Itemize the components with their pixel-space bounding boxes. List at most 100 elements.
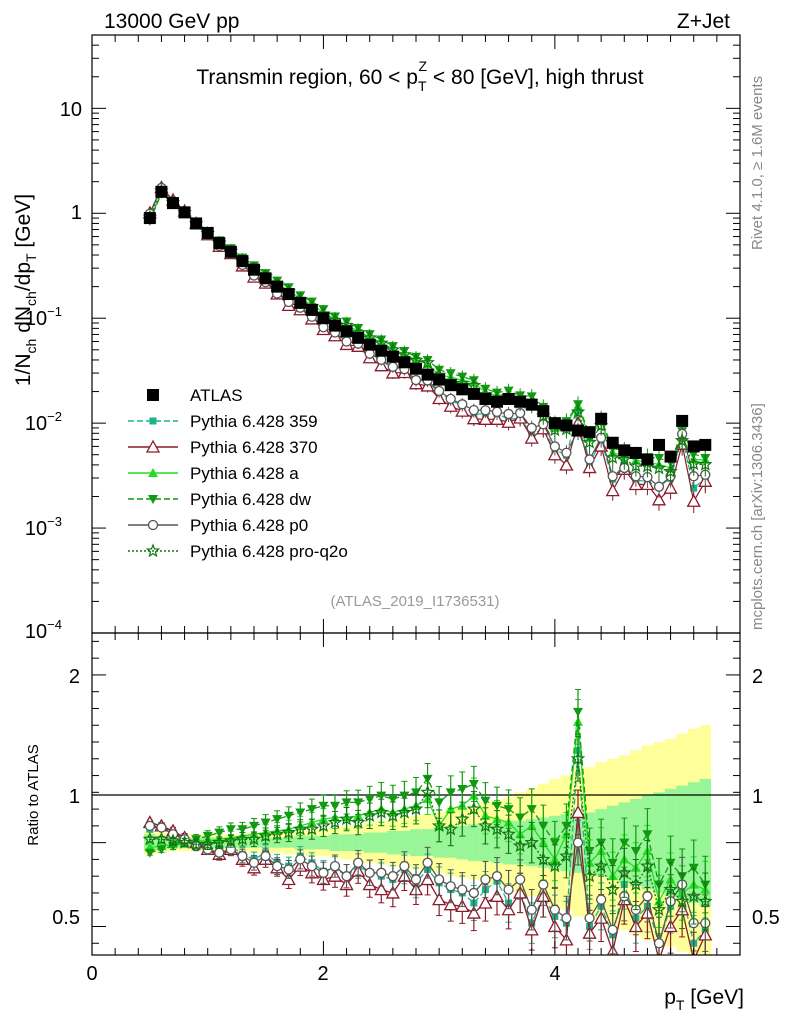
main-point-p0: [387, 361, 399, 372]
inner-band-segment: [421, 829, 434, 857]
main-point-proq2o: [698, 456, 713, 471]
ratio-point-proq2o: [605, 881, 620, 896]
ratio-point-proq2o: [408, 801, 424, 816]
ratio-point-proq2o: [374, 804, 389, 819]
ratio-point-dw: [318, 801, 329, 811]
atlas-point: [514, 395, 527, 408]
inner-band-segment: [676, 785, 688, 900]
process-label: Z+Jet: [677, 10, 730, 33]
ratio-point-p0: [572, 837, 584, 848]
ratio-point-p0: [260, 850, 271, 862]
ratio-tick-2-left: 2: [69, 666, 80, 688]
atlas-point: [340, 325, 353, 338]
atlas-point: [248, 263, 260, 276]
ratio-point-proq2o: [489, 821, 505, 836]
atlas-point: [329, 319, 341, 332]
y-tick-label-1e-3: 10−3: [25, 514, 62, 540]
main-point-proq2o: [674, 432, 690, 447]
atlas-point: [410, 362, 422, 375]
inner-band-segment: [363, 832, 376, 853]
ratio-point-p0: [595, 894, 607, 905]
legend-label: Pythia 6.428 dw: [190, 490, 312, 509]
ratio-point-proq2o: [269, 826, 285, 841]
ratio-point-dw: [364, 795, 375, 805]
ratio-point-proq2o: [455, 811, 470, 826]
ratio-point-dw: [480, 796, 491, 806]
ratio-tick-1-right: 1: [752, 786, 763, 808]
ratio-point-s370: [281, 872, 296, 886]
legend-entry-p0: Pythia 6.428 p0: [128, 516, 308, 535]
inner-band-segment: [456, 825, 469, 860]
ratio-point-p0: [561, 912, 572, 924]
legend-marker: [145, 439, 161, 453]
ratio-series-proq2o: [142, 735, 713, 937]
legend-label: Pythia 6.428 pro-q2o: [190, 542, 348, 561]
atlas-point: [641, 453, 654, 466]
ratio-point-p0: [387, 871, 399, 882]
ratio-point-proq2o: [154, 831, 169, 846]
legend: ATLAS Pythia 6.428 359 Pythia 6.428 370 Pyt…: [128, 386, 348, 561]
legend-marker: [147, 519, 159, 531]
ratio-point-s370: [692, 952, 695, 955]
ratio-point-p0: [422, 857, 433, 868]
ratio-y-axis-label: Ratio to ATLAS: [25, 744, 42, 845]
main-point-p0: [561, 447, 572, 458]
atlas-point: [433, 373, 446, 386]
atlas-point: [676, 414, 689, 427]
atlas-point: [398, 356, 411, 369]
ratio-point-dw: [619, 838, 630, 848]
ratio-point-s370: [420, 872, 435, 886]
ratio-point-s370: [489, 888, 505, 902]
ratio-point-dw: [341, 798, 352, 808]
ratio-point-proq2o: [431, 818, 447, 833]
legend-label: Pythia 6.428 a: [190, 464, 299, 483]
ratio-point-proq2o: [628, 876, 644, 891]
ratio-point-proq2o: [327, 814, 343, 829]
ratio-point-p0: [491, 871, 503, 882]
main-point-dw: [526, 392, 537, 402]
atlas-point: [687, 440, 700, 453]
ratio-point-s370: [657, 952, 661, 955]
inner-band-segment: [468, 824, 480, 862]
ratio-point-dw: [214, 828, 225, 838]
ratio-point-s370: [432, 892, 447, 906]
atlas-point: [699, 438, 712, 451]
main-point-p0: [491, 406, 503, 418]
ratio-point-proq2o: [443, 821, 458, 836]
main-point-s370: [432, 391, 447, 405]
main-point-s370: [605, 483, 620, 497]
ratio-plot-data: [142, 688, 713, 955]
ratio-point-p0: [514, 874, 526, 885]
atlas-point: [363, 338, 376, 351]
ratio-point-dw: [492, 801, 502, 811]
ratio-point-dw: [283, 811, 294, 821]
ratio-point-proq2o: [212, 834, 227, 849]
ratio-point-p0: [468, 887, 480, 899]
ratio-point-proq2o: [316, 818, 331, 833]
main-point-proq2o: [605, 450, 620, 464]
ratio-point-p0: [237, 850, 248, 862]
y-tick-label-1e-2: 10−2: [25, 409, 62, 435]
legend-label: Pythia 6.428 p0: [190, 516, 308, 535]
ratio-point-p0: [144, 820, 156, 832]
atlas-point: [456, 383, 469, 396]
ratio-point-p0: [653, 938, 665, 949]
ratio-point-dw: [549, 838, 560, 848]
atlas-point: [352, 331, 365, 344]
atlas-point: [548, 417, 561, 430]
ratio-point-p0: [457, 884, 468, 895]
ratio-point-dw: [202, 831, 213, 841]
ratio-point-dw: [411, 788, 421, 798]
atlas-point: [155, 185, 168, 198]
legend-marker: [147, 389, 159, 401]
legend-entry-s359: Pythia 6.428 359: [128, 412, 318, 431]
ratio-point-dw: [561, 821, 572, 831]
ratio-point-dw: [249, 821, 259, 831]
main-point-p0: [526, 422, 537, 434]
main-point-p0: [410, 374, 422, 386]
analysis-id-label: (ATLAS_2019_I1736531): [330, 593, 499, 610]
ratio-point-proq2o: [235, 831, 250, 846]
main-point-p0: [433, 385, 445, 397]
main-point-s370: [478, 411, 493, 425]
ratio-point-p0: [480, 874, 491, 885]
